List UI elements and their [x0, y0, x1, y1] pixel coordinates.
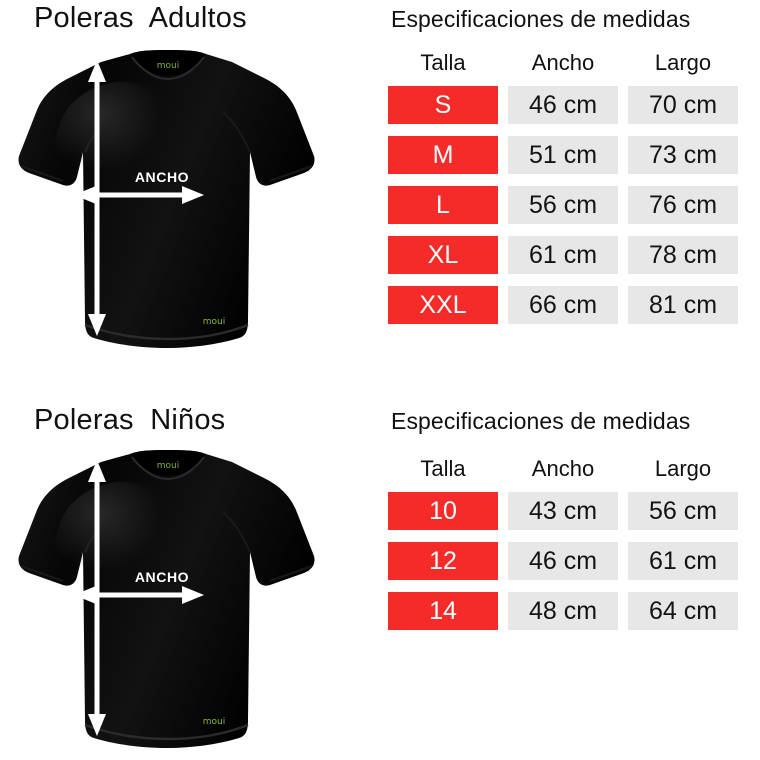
cell-ancho: 48 cm: [508, 592, 618, 630]
column-header-ancho: Ancho: [531, 50, 595, 75]
largo-label: LARGO: [69, 246, 85, 300]
cell-size: L: [388, 186, 498, 224]
cell-largo: 70 cm: [628, 86, 738, 124]
cell-size: S: [388, 86, 498, 124]
table-row: S 46 cm 70 cm: [388, 86, 738, 124]
kids-illustration-column: Poleras Niños: [0, 380, 380, 760]
page-title-kids: Poleras Niños: [34, 404, 226, 436]
adults-spec-column: Especificaciones de medidas Talla Ancho …: [380, 0, 760, 380]
tshirt-body: [18, 50, 315, 348]
tshirt-diagram-kids: moui moui ANCHO LARGO: [18, 448, 318, 758]
tshirt-bottom-hem: [84, 723, 249, 741]
tshirt-body: [18, 450, 315, 748]
table-row: L 56 cm 76 cm: [388, 186, 738, 224]
tshirt-collar-stitch: [131, 56, 205, 81]
largo-label: LARGO: [69, 646, 85, 700]
page-title-adults: Poleras Adultos: [34, 2, 247, 34]
cell-size: 12: [388, 542, 498, 580]
ancho-measurement-arrow: [74, 586, 204, 604]
cell-ancho: 43 cm: [508, 492, 618, 530]
tshirt-sleeve-hem-left: [20, 565, 64, 582]
tshirt-bottom-hem: [84, 323, 249, 341]
cell-largo: 81 cm: [628, 286, 738, 324]
cell-largo: 64 cm: [628, 592, 738, 630]
tshirt-sleeve-hem-right: [269, 165, 313, 182]
cell-size: M: [388, 136, 498, 174]
cell-size: 10: [388, 492, 498, 530]
tshirt-sleeve-seam-right: [222, 111, 251, 153]
size-table-adults: Talla Ancho Largo S 46 cm 70 cm M 51 cm …: [388, 52, 738, 336]
column-header-talla: Talla: [420, 50, 466, 75]
cell-ancho: 46 cm: [508, 542, 618, 580]
brand-collar-mark: moui: [157, 61, 179, 71]
ancho-label: ANCHO: [135, 569, 189, 585]
tshirt-sleeve-hem-right: [269, 565, 313, 582]
cell-size: XL: [388, 236, 498, 274]
size-table-kids: Talla Ancho Largo 10 43 cm 56 cm 12 46 c…: [388, 458, 738, 642]
tshirt-collar-stitch: [131, 456, 205, 481]
section-kids: Poleras Niños: [0, 380, 760, 760]
spec-caption-kids: Especificaciones de medidas: [391, 408, 691, 434]
tshirt-highlight: [56, 82, 188, 206]
table-row: 10 43 cm 56 cm: [388, 492, 738, 530]
cell-largo: 78 cm: [628, 236, 738, 274]
cell-largo: 56 cm: [628, 492, 738, 530]
column-header-talla: Talla: [420, 456, 466, 481]
cell-largo: 76 cm: [628, 186, 738, 224]
table-row: XL 61 cm 78 cm: [388, 236, 738, 274]
cell-ancho: 56 cm: [508, 186, 618, 224]
tshirt-collar: [130, 50, 206, 76]
spec-caption-adults: Especificaciones de medidas: [391, 6, 691, 32]
cell-ancho: 61 cm: [508, 236, 618, 274]
tshirt-highlight: [56, 482, 188, 606]
table-row: M 51 cm 73 cm: [388, 136, 738, 174]
table-row: XXL 66 cm 81 cm: [388, 286, 738, 324]
table-header-row: Talla Ancho Largo: [388, 458, 738, 492]
ancho-label: ANCHO: [135, 169, 189, 185]
cell-ancho: 66 cm: [508, 286, 618, 324]
brand-collar-mark: moui: [157, 461, 179, 471]
tshirt-sleeve-hem-left: [20, 165, 64, 182]
tshirt-collar: [130, 450, 206, 476]
tshirt-sleeve-seam-right: [222, 511, 251, 553]
brand-hem-mark: moui: [203, 717, 225, 727]
cell-ancho: 46 cm: [508, 86, 618, 124]
tshirt-svg: moui moui ANCHO LARGO: [18, 50, 315, 348]
column-header-ancho: Ancho: [531, 456, 595, 481]
cell-largo: 61 cm: [628, 542, 738, 580]
section-adults: Poleras Adultos: [0, 0, 760, 380]
column-header-largo: Largo: [654, 456, 712, 481]
tshirt-svg: moui moui ANCHO LARGO: [18, 450, 315, 748]
table-row: 12 46 cm 61 cm: [388, 542, 738, 580]
table-header-row: Talla Ancho Largo: [388, 52, 738, 86]
cell-largo: 73 cm: [628, 136, 738, 174]
ancho-measurement-arrow: [74, 186, 204, 204]
cell-size: 14: [388, 592, 498, 630]
table-row: 14 48 cm 64 cm: [388, 592, 738, 630]
cell-ancho: 51 cm: [508, 136, 618, 174]
brand-hem-mark: moui: [203, 317, 225, 327]
column-header-largo: Largo: [654, 50, 712, 75]
kids-spec-column: Especificaciones de medidas Talla Ancho …: [380, 380, 760, 760]
adults-illustration-column: Poleras Adultos: [0, 0, 380, 380]
cell-size: XXL: [388, 286, 498, 324]
tshirt-diagram-adults: moui moui ANCHO LARGO: [18, 48, 318, 358]
